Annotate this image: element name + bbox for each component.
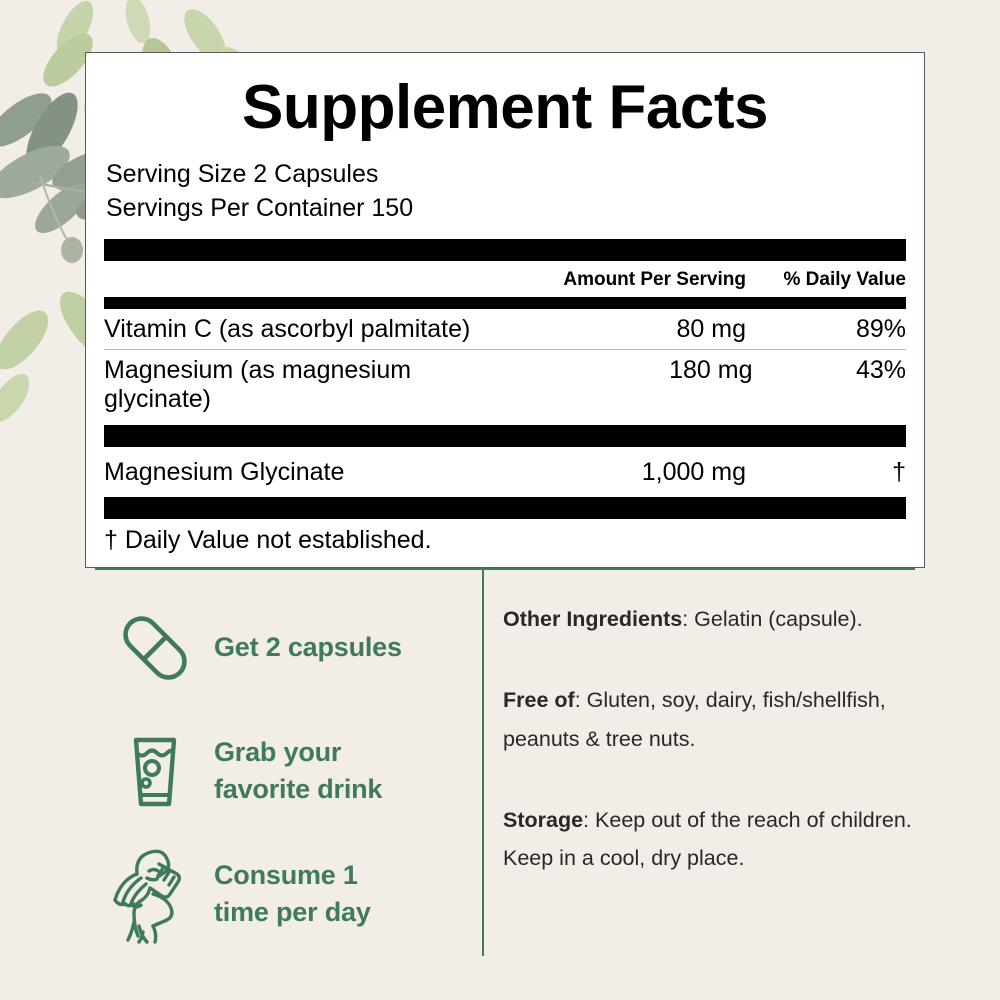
vertical-divider xyxy=(482,570,484,956)
table-row: Vitamin C (as ascorbyl palmitate) 80 mg … xyxy=(104,309,906,349)
usage-step-label: Consume 1 time per day xyxy=(214,857,371,930)
leaf-icon xyxy=(0,145,70,199)
nutrient-name: Vitamin C (as ascorbyl palmitate) xyxy=(104,315,471,343)
usage-step-label: Grab your favorite drink xyxy=(214,734,382,807)
leaf-icon xyxy=(0,310,49,370)
capsule-icon xyxy=(96,605,214,691)
leaf-icon xyxy=(0,373,30,423)
usage-step-label: Get 2 capsules xyxy=(214,632,402,663)
free-of-block: Free of: Gluten, soy, dairy, fish/shellf… xyxy=(503,681,943,758)
other-ingredients-block: Other Ingredients: Gelatin (capsule). xyxy=(503,600,943,638)
divider-under-header xyxy=(104,297,906,309)
usage-step: Get 2 capsules xyxy=(96,586,476,709)
divider-thick-middle xyxy=(104,425,906,447)
usage-step-label-line1: Consume 1 xyxy=(214,860,358,891)
page-title: Supplement Facts xyxy=(242,73,769,142)
table-row: Magnesium Glycinate 1,000 mg † xyxy=(104,447,906,497)
usage-step-label-line1: Grab your xyxy=(214,737,342,768)
leaf-icon xyxy=(125,0,151,44)
storage-heading: Storage xyxy=(503,807,584,832)
divider-thick-top xyxy=(104,239,906,261)
usage-step-label-line2: favorite drink xyxy=(214,773,383,804)
other-ingredients-separator: : xyxy=(682,607,695,631)
free-of-heading: Free of xyxy=(503,688,575,713)
person-drinking-icon xyxy=(96,844,214,944)
bud-icon xyxy=(61,237,83,263)
usage-step: Consume 1 time per day xyxy=(96,832,476,955)
table-header-row: Amount Per Serving % Daily Value xyxy=(104,261,906,297)
blend-amount: 1,000 mg xyxy=(641,458,746,486)
stem-icon xyxy=(39,175,71,246)
usage-step-label-line2: time per day xyxy=(214,896,371,927)
nutrient-daily-value: 89% xyxy=(855,315,906,343)
leaf-icon xyxy=(26,92,78,168)
nutrient-daily-value: 43% xyxy=(855,356,906,384)
drinking-glass-icon xyxy=(96,728,214,814)
footnote-daily-value: † Daily Value not established. xyxy=(104,526,432,554)
usage-step: Grab your favorite drink xyxy=(96,709,476,832)
divider-row-hairline xyxy=(104,349,906,350)
column-header-daily-value: % Daily Value xyxy=(783,269,906,290)
table-row: Magnesium (as magnesium glycinate) 180 m… xyxy=(104,350,906,419)
blend-daily-value: † xyxy=(892,458,906,486)
servings-per-container-text: Servings Per Container 150 xyxy=(106,194,414,222)
leaf-icon xyxy=(0,93,52,147)
other-ingredients-body: Gelatin (capsule). xyxy=(694,607,863,631)
blend-name: Magnesium Glycinate xyxy=(104,458,345,486)
free-of-separator: : xyxy=(574,688,587,713)
usage-steps: Get 2 capsules Grab your favorite drink xyxy=(96,586,476,955)
nutrient-name: Magnesium (as magnesium glycinate) xyxy=(104,356,412,413)
storage-body: Keep out of the reach of children. Keep … xyxy=(503,807,912,871)
horizontal-divider xyxy=(95,568,915,570)
storage-separator: : xyxy=(583,807,596,832)
serving-size-text: Serving Size 2 Capsules xyxy=(106,160,379,188)
supplement-facts-panel: Supplement Facts Serving Size 2 Capsules… xyxy=(85,52,925,568)
nutrient-amount: 80 mg xyxy=(676,315,746,343)
product-info: Other Ingredients: Gelatin (capsule). Fr… xyxy=(503,600,943,920)
free-of-body: Gluten, soy, dairy, fish/shellfish, pean… xyxy=(503,688,886,751)
column-header-amount: Amount Per Serving xyxy=(563,269,746,290)
storage-block: Storage: Keep out of the reach of childr… xyxy=(503,801,943,878)
other-ingredients-heading: Other Ingredients xyxy=(503,607,683,631)
nutrient-amount: 180 mg xyxy=(669,356,753,384)
divider-thick-bottom xyxy=(104,497,906,519)
